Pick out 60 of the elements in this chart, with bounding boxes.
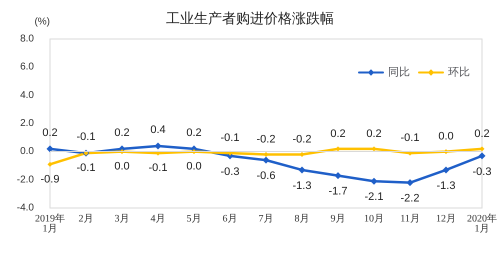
y-tick-label: 4.0 bbox=[20, 90, 34, 101]
chart-title: 工业生产者购进价格涨跌幅 bbox=[166, 10, 334, 26]
y-tick-label: 2.0 bbox=[20, 118, 34, 129]
data-label: -1.3 bbox=[292, 180, 312, 192]
data-label: -0.2 bbox=[292, 133, 312, 146]
x-tick-label: 6月 bbox=[222, 214, 238, 224]
data-label: 0.2 bbox=[330, 128, 346, 140]
legend-label: 同比 bbox=[388, 66, 410, 78]
data-label: -0.2 bbox=[256, 133, 276, 146]
data-label: 0.2 bbox=[42, 126, 58, 139]
x-tick-label: 5月 bbox=[186, 214, 202, 224]
point bbox=[478, 152, 486, 160]
y-tick-label: -2.0 bbox=[16, 174, 34, 186]
data-label: -0.1 bbox=[148, 162, 168, 174]
x-tick-label: 12月 bbox=[436, 214, 456, 224]
data-label: 0.4 bbox=[150, 124, 166, 136]
point bbox=[298, 166, 306, 174]
data-label: 0.2 bbox=[366, 128, 382, 140]
point bbox=[154, 142, 162, 150]
x-tick-label: 2月 bbox=[78, 214, 94, 224]
point bbox=[406, 179, 414, 186]
data-label: 0.2 bbox=[474, 128, 490, 140]
point bbox=[262, 156, 270, 164]
y-tick-label: 8.0 bbox=[20, 34, 34, 44]
x-tick-label: 4月 bbox=[150, 214, 166, 224]
point bbox=[370, 178, 378, 185]
y-tick-label: 6.0 bbox=[20, 62, 34, 73]
data-label: 0.0 bbox=[186, 160, 202, 173]
data-label: -1.7 bbox=[328, 186, 348, 198]
x-tick-label: 2019年 1月 bbox=[35, 212, 65, 234]
data-label: 0.2 bbox=[186, 126, 202, 139]
x-tick-label: 10月 bbox=[364, 214, 384, 224]
data-label: -1.3 bbox=[436, 180, 456, 192]
data-label: -2.1 bbox=[364, 191, 384, 204]
x-tick-label: 9月 bbox=[330, 214, 346, 224]
data-label: -0.9 bbox=[40, 173, 60, 186]
y-axis-title: (%) bbox=[34, 16, 50, 28]
data-label: -0.1 bbox=[76, 131, 96, 144]
x-tick-label: 8月 bbox=[294, 214, 310, 224]
data-label: -0.1 bbox=[400, 132, 420, 144]
data-label: -0.3 bbox=[220, 166, 240, 178]
x-tick-label: 7月 bbox=[258, 214, 274, 224]
data-label: -0.1 bbox=[76, 162, 96, 174]
data-label: -0.6 bbox=[256, 170, 276, 182]
x-tick-label: 3月 bbox=[114, 214, 130, 224]
y-tick-label: -4.0 bbox=[16, 202, 34, 214]
data-label: 0.0 bbox=[438, 130, 454, 143]
x-tick-label: 11月 bbox=[400, 214, 420, 224]
point bbox=[46, 145, 54, 152]
data-label: -2.2 bbox=[400, 192, 420, 205]
legend-label: 环比 bbox=[448, 66, 470, 78]
data-label: -0.3 bbox=[472, 166, 492, 178]
y-tick-label: 0.0 bbox=[20, 146, 34, 158]
data-label: -0.1 bbox=[220, 132, 240, 144]
point bbox=[334, 172, 342, 180]
point bbox=[442, 166, 450, 174]
x-tick-label: 2020年 1月 bbox=[467, 212, 497, 234]
data-label: 0.0 bbox=[114, 160, 130, 173]
point bbox=[48, 162, 52, 167]
data-label: 0.2 bbox=[114, 126, 130, 139]
